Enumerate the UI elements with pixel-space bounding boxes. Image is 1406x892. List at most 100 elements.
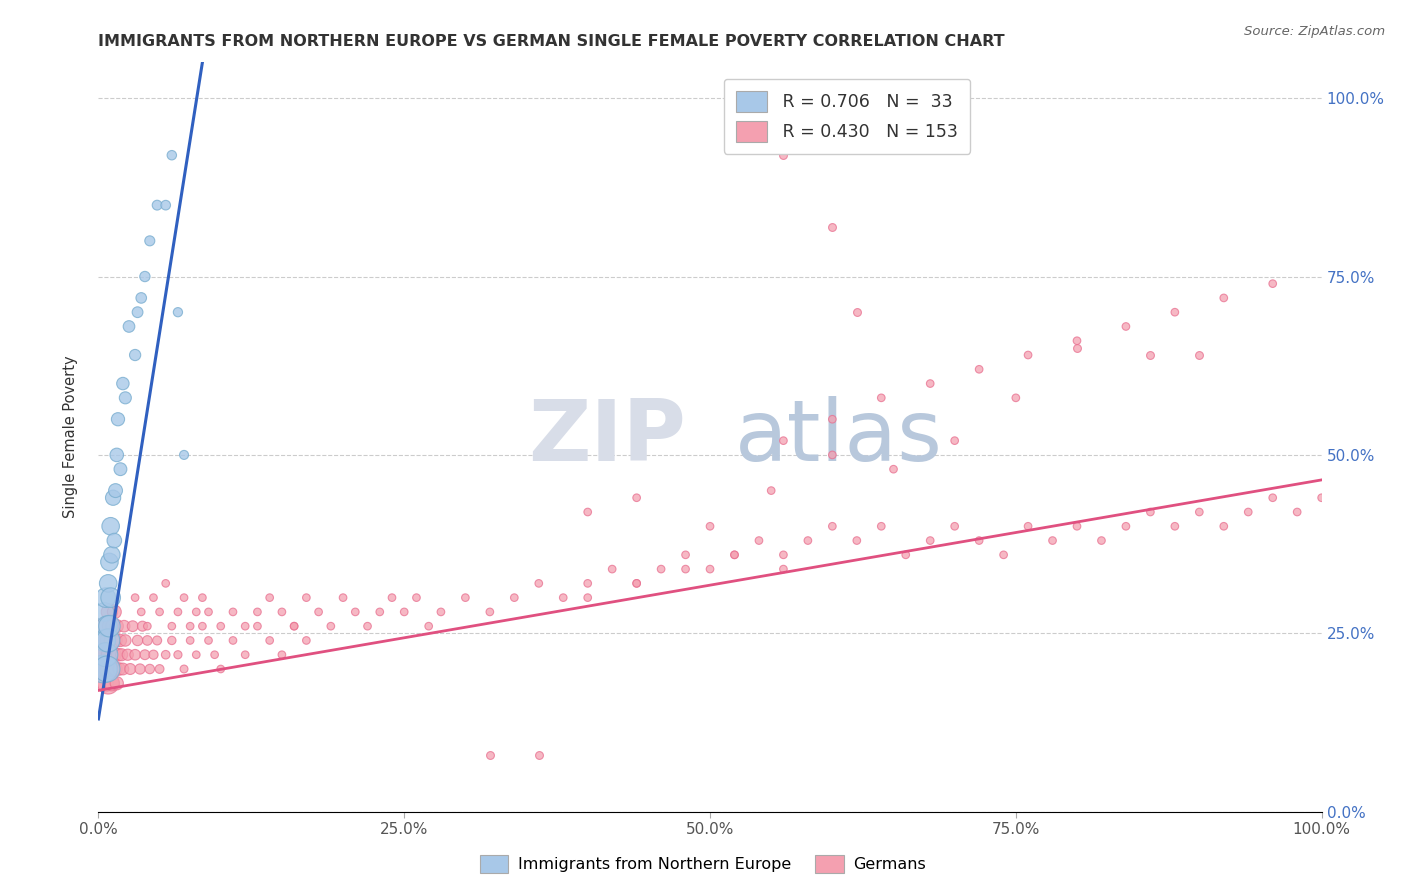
- Point: [894, 548, 917, 562]
- Point: [1188, 348, 1211, 362]
- Point: [94, 619, 117, 633]
- Point: [527, 576, 550, 591]
- Point: [246, 605, 269, 619]
- Point: [167, 605, 190, 619]
- Point: [105, 619, 128, 633]
- Point: [478, 747, 501, 762]
- Point: [920, 533, 942, 548]
- Point: [105, 448, 128, 462]
- Point: [131, 619, 153, 633]
- Point: [142, 648, 165, 662]
- Point: [110, 633, 132, 648]
- Point: [173, 662, 195, 676]
- Point: [1164, 305, 1187, 319]
- Point: [100, 619, 122, 633]
- Point: [270, 648, 294, 662]
- Y-axis label: Single Female Poverty: Single Female Poverty: [63, 356, 77, 518]
- Point: [405, 591, 427, 605]
- Point: [993, 548, 1015, 562]
- Point: [124, 348, 146, 362]
- Point: [1115, 519, 1137, 533]
- Point: [146, 198, 169, 212]
- Point: [797, 533, 820, 548]
- Point: [1261, 491, 1284, 505]
- Point: [97, 676, 120, 690]
- Point: [295, 633, 318, 648]
- Point: [1004, 391, 1026, 405]
- Point: [110, 462, 132, 476]
- Point: [675, 548, 697, 562]
- Point: [675, 562, 697, 576]
- Point: [155, 198, 177, 212]
- Point: [1042, 533, 1064, 548]
- Point: [112, 619, 135, 633]
- Point: [103, 533, 125, 548]
- Point: [204, 648, 226, 662]
- Point: [134, 269, 156, 284]
- Point: [93, 648, 115, 662]
- Point: [101, 548, 124, 562]
- Point: [96, 633, 118, 648]
- Point: [103, 648, 125, 662]
- Point: [98, 619, 121, 633]
- Point: [772, 548, 794, 562]
- Point: [761, 483, 783, 498]
- Point: [392, 605, 416, 619]
- Point: [430, 605, 453, 619]
- Point: [94, 648, 117, 662]
- Point: [160, 148, 183, 162]
- Point: [748, 533, 770, 548]
- Point: [368, 605, 391, 619]
- Point: [1066, 334, 1088, 348]
- Point: [155, 576, 177, 591]
- Point: [270, 605, 294, 619]
- Point: [723, 548, 745, 562]
- Point: [101, 676, 124, 690]
- Point: [821, 519, 844, 533]
- Point: [100, 648, 122, 662]
- Point: [129, 605, 152, 619]
- Point: [104, 662, 127, 676]
- Point: [246, 619, 269, 633]
- Point: [197, 605, 219, 619]
- Point: [100, 519, 122, 533]
- Point: [98, 555, 121, 569]
- Text: ZIP: ZIP: [527, 395, 686, 479]
- Point: [1261, 277, 1284, 291]
- Point: [233, 648, 256, 662]
- Point: [103, 605, 125, 619]
- Point: [1237, 505, 1260, 519]
- Point: [576, 591, 599, 605]
- Point: [142, 591, 165, 605]
- Point: [105, 676, 128, 690]
- Point: [139, 234, 162, 248]
- Point: [626, 576, 648, 591]
- Point: [883, 462, 905, 476]
- Point: [96, 619, 118, 633]
- Point: [136, 633, 159, 648]
- Point: [527, 747, 550, 762]
- Point: [96, 662, 118, 676]
- Point: [107, 648, 129, 662]
- Point: [920, 376, 942, 391]
- Point: [146, 633, 169, 648]
- Point: [167, 648, 190, 662]
- Point: [381, 591, 404, 605]
- Point: [101, 619, 124, 633]
- Point: [101, 662, 124, 676]
- Point: [259, 633, 281, 648]
- Point: [821, 448, 844, 462]
- Point: [179, 619, 201, 633]
- Point: [943, 434, 966, 448]
- Legend:  R = 0.706   N =  33,  R = 0.430   N = 153: R = 0.706 N = 33, R = 0.430 N = 153: [724, 78, 970, 154]
- Point: [1139, 348, 1161, 362]
- Point: [191, 591, 214, 605]
- Point: [1090, 533, 1112, 548]
- Point: [136, 619, 159, 633]
- Point: [111, 648, 134, 662]
- Point: [209, 619, 232, 633]
- Point: [97, 576, 120, 591]
- Point: [191, 619, 214, 633]
- Point: [160, 619, 183, 633]
- Point: [101, 633, 124, 648]
